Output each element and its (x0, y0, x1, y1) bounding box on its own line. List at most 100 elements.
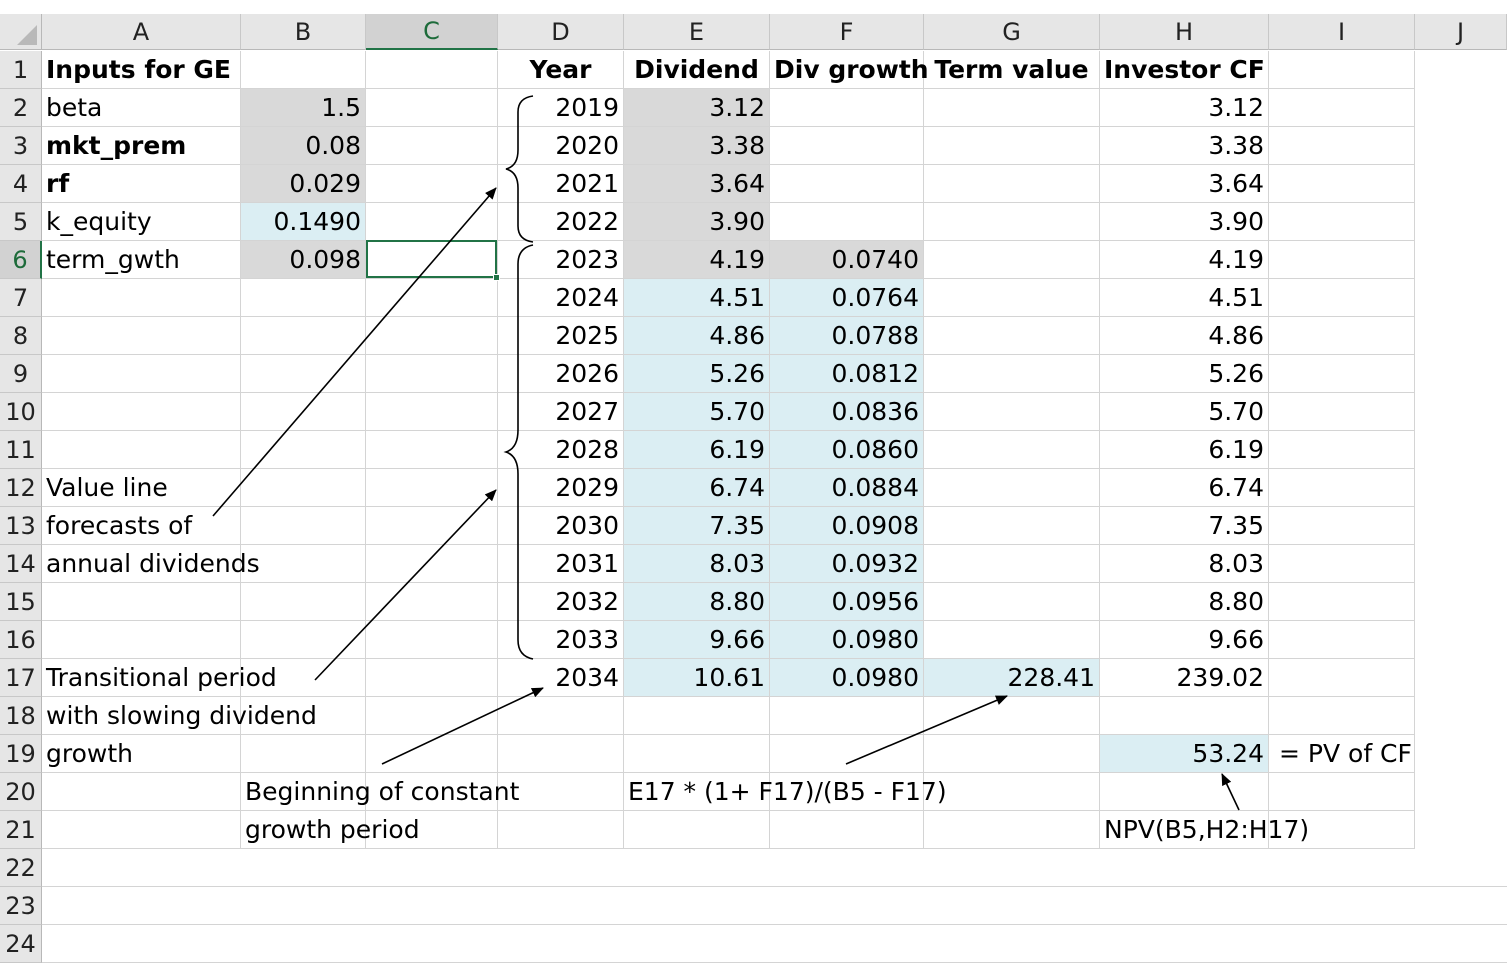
row-header-20[interactable]: 20 (0, 773, 42, 811)
term-value-cell[interactable] (924, 279, 1100, 317)
dividend-cell[interactable]: 3.90 (624, 203, 770, 241)
row-header-24[interactable]: 24 (0, 925, 42, 963)
empty-cell[interactable] (1269, 811, 1415, 849)
empty-cell[interactable] (42, 735, 241, 773)
term-value-cell[interactable] (924, 431, 1100, 469)
empty-cell[interactable] (366, 887, 498, 925)
year-cell[interactable]: 2022 (498, 203, 624, 241)
dividend-cell[interactable]: 6.74 (624, 469, 770, 507)
input-label-k-equity[interactable]: k_equity (42, 203, 241, 241)
investor-cf-cell[interactable]: 8.03 (1100, 545, 1269, 583)
empty-cell[interactable] (42, 127, 241, 165)
input-value-mkt-prem[interactable]: 0.08 (241, 127, 366, 165)
empty-cell[interactable] (1269, 469, 1415, 507)
column-header-a[interactable]: A (42, 14, 241, 50)
empty-cell[interactable] (770, 127, 924, 165)
select-all-corner[interactable] (0, 14, 42, 50)
row-header-15[interactable]: 15 (0, 583, 42, 621)
year-cell[interactable]: 2032 (498, 583, 624, 621)
dividend-cell[interactable]: 9.66 (624, 621, 770, 659)
row-header-18[interactable]: 18 (0, 697, 42, 735)
column-header-c[interactable]: C (366, 14, 498, 50)
dividend-cell[interactable]: 8.80 (624, 583, 770, 621)
empty-cell[interactable] (1269, 241, 1415, 279)
empty-cell[interactable] (42, 697, 241, 735)
input-value-beta[interactable]: 1.5 (241, 89, 366, 127)
year-cell[interactable]: 2034 (498, 659, 624, 697)
inputs-title[interactable]: Inputs for GE (42, 51, 241, 89)
div-growth-cell[interactable]: 0.0812 (770, 355, 924, 393)
empty-cell[interactable] (241, 355, 366, 393)
empty-cell[interactable] (1415, 621, 1507, 659)
dividend-cell[interactable]: 4.19 (624, 241, 770, 279)
empty-cell[interactable] (1269, 849, 1415, 887)
empty-cell[interactable] (924, 925, 1100, 963)
empty-cell[interactable] (366, 583, 498, 621)
empty-cell[interactable] (241, 849, 366, 887)
empty-cell[interactable] (1100, 849, 1269, 887)
row-header-5[interactable]: 5 (0, 203, 42, 241)
investor-cf-cell[interactable]: 8.80 (1100, 583, 1269, 621)
empty-cell[interactable] (1269, 773, 1415, 811)
empty-cell[interactable] (1269, 127, 1415, 165)
investor-cf-cell[interactable]: 4.19 (1100, 241, 1269, 279)
empty-cell[interactable] (1415, 317, 1507, 355)
term-value-cell[interactable] (924, 583, 1100, 621)
row-header-14[interactable]: 14 (0, 545, 42, 583)
empty-cell[interactable] (1269, 89, 1415, 127)
empty-cell[interactable] (924, 279, 1100, 317)
empty-cell[interactable] (498, 773, 624, 811)
row-header-21[interactable]: 21 (0, 811, 42, 849)
empty-cell[interactable] (1100, 697, 1269, 735)
empty-cell[interactable] (241, 735, 366, 773)
term-value-cell[interactable] (924, 165, 1100, 203)
investor-cf-cell[interactable]: 6.19 (1100, 431, 1269, 469)
empty-cell[interactable] (366, 735, 498, 773)
investor-cf-cell[interactable]: 3.38 (1100, 127, 1269, 165)
empty-cell[interactable] (42, 165, 241, 203)
term-value-cell[interactable] (924, 317, 1100, 355)
input-value-k-equity[interactable]: 0.1490 (241, 203, 366, 241)
input-label-rf[interactable]: rf (42, 165, 241, 203)
empty-cell[interactable] (42, 507, 241, 545)
empty-cell[interactable] (1269, 355, 1415, 393)
empty-cell[interactable] (924, 773, 1100, 811)
div-growth-cell[interactable]: 0.0932 (770, 545, 924, 583)
empty-cell[interactable] (366, 355, 498, 393)
empty-cell[interactable] (366, 811, 498, 849)
empty-cell[interactable] (366, 393, 498, 431)
empty-cell[interactable] (241, 925, 366, 963)
empty-cell[interactable] (1269, 279, 1415, 317)
empty-cell[interactable] (1100, 89, 1269, 127)
empty-cell[interactable] (42, 279, 241, 317)
div-growth-cell[interactable]: 0.0740 (770, 241, 924, 279)
empty-cell[interactable] (1100, 925, 1269, 963)
row-header-19[interactable]: 19 (0, 735, 42, 773)
year-cell[interactable]: 2026 (498, 355, 624, 393)
row-header-2[interactable]: 2 (0, 89, 42, 127)
empty-cell[interactable] (624, 697, 770, 735)
header-dividend[interactable]: Dividend (624, 51, 770, 89)
year-cell[interactable]: 2024 (498, 279, 624, 317)
empty-cell[interactable] (366, 507, 498, 545)
empty-cell[interactable] (1415, 89, 1507, 127)
dividend-cell[interactable]: 3.12 (624, 89, 770, 127)
dividend-cell[interactable]: 7.35 (624, 507, 770, 545)
empty-cell[interactable] (1415, 279, 1507, 317)
column-header-h[interactable]: H (1100, 14, 1269, 50)
fill-handle[interactable] (493, 274, 500, 281)
empty-cell[interactable] (241, 621, 366, 659)
empty-cell[interactable] (1269, 735, 1415, 773)
empty-cell[interactable] (924, 697, 1100, 735)
empty-cell[interactable] (366, 279, 498, 317)
empty-cell[interactable] (770, 203, 924, 241)
empty-cell[interactable] (1100, 469, 1269, 507)
row-header-16[interactable]: 16 (0, 621, 42, 659)
empty-cell[interactable] (498, 811, 624, 849)
input-value-rf[interactable]: 0.029 (241, 165, 366, 203)
empty-cell[interactable] (241, 507, 366, 545)
dividend-cell[interactable]: 5.70 (624, 393, 770, 431)
div-growth-cell[interactable]: 0.0908 (770, 507, 924, 545)
div-growth-cell[interactable] (770, 89, 924, 127)
empty-cell[interactable] (1415, 431, 1507, 469)
